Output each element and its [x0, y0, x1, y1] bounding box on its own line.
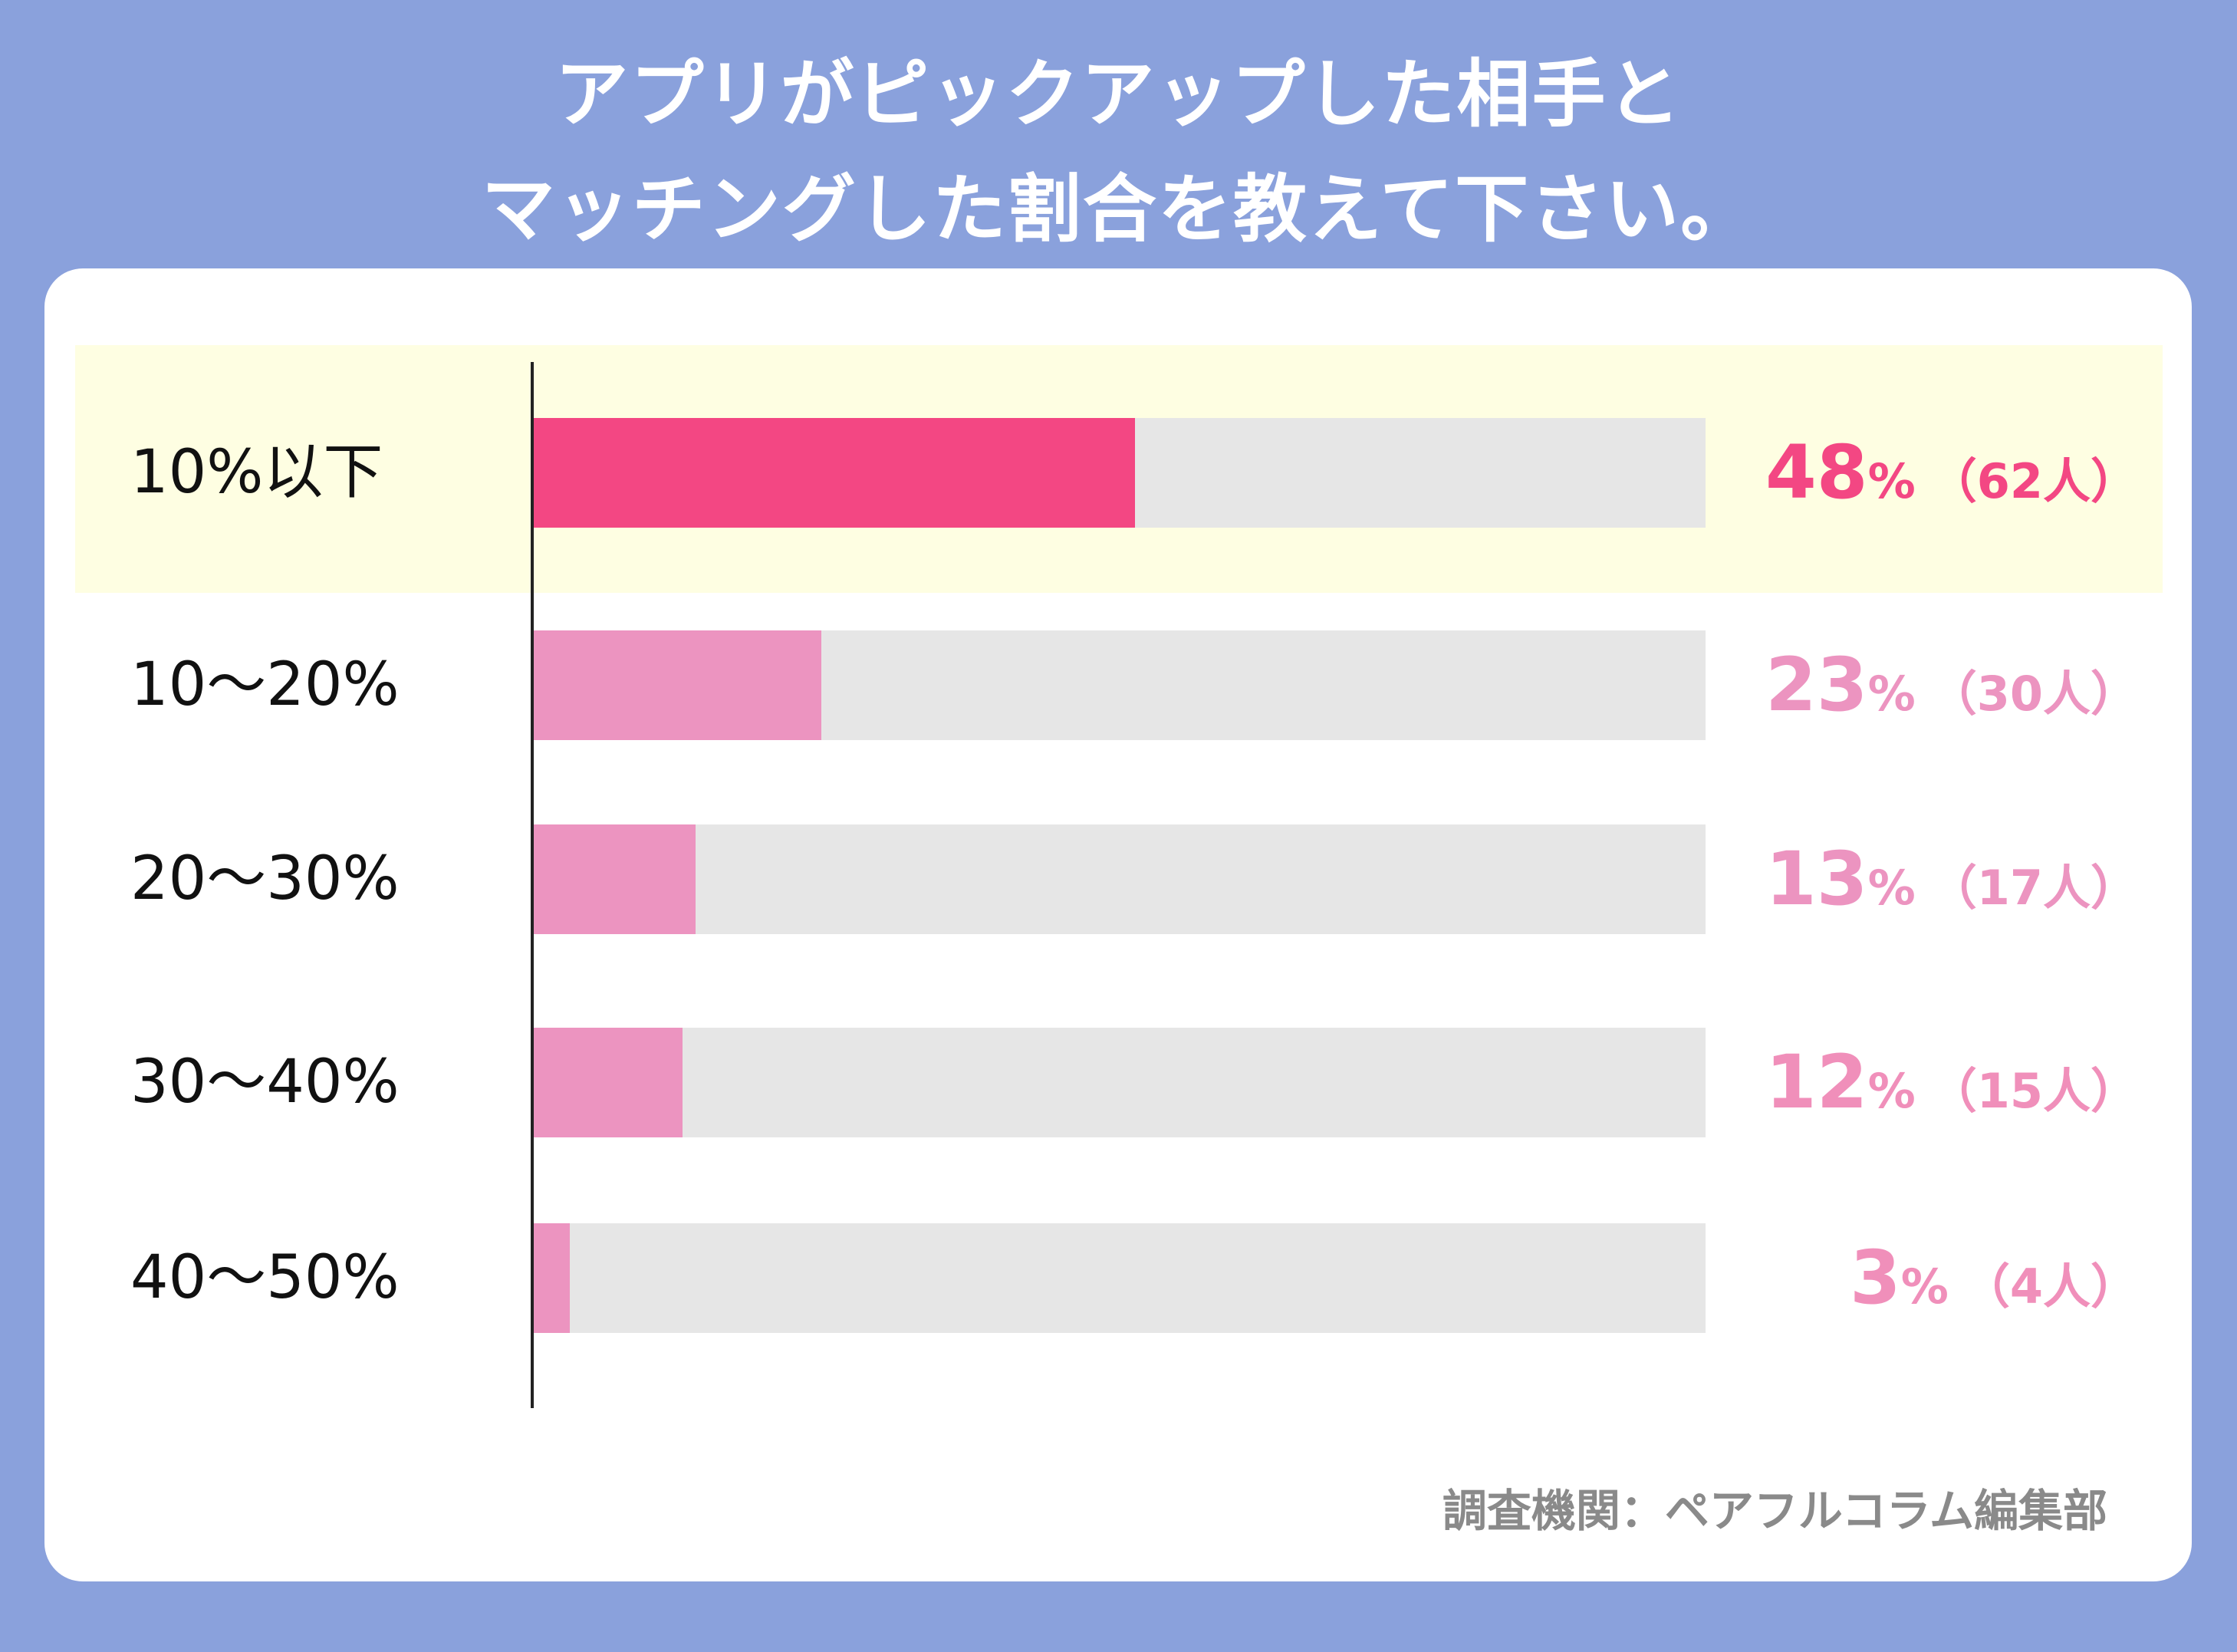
category-label: 10%以下	[130, 438, 383, 507]
respondent-count: （17人）	[1929, 860, 2138, 916]
category-label: 40〜50%	[130, 1243, 400, 1312]
category-label: 10〜20%	[130, 650, 400, 719]
title-line-2: マッチングした割合を教えて下さい。	[481, 166, 1756, 252]
percent-value: 13	[1765, 836, 1868, 922]
percent-value: 48	[1765, 429, 1868, 515]
category-label: 20〜30%	[130, 844, 400, 913]
bar-row: 20〜30% 13% （17人）	[44, 824, 2192, 934]
bar	[532, 418, 1135, 528]
percent-sign: %	[1867, 1063, 1916, 1119]
bar-row: 30〜40% 12% （15人）	[44, 1028, 2192, 1137]
respondent-count: （15人）	[1929, 1063, 2138, 1119]
percent-value: 12	[1765, 1039, 1868, 1125]
respondent-count: （62人）	[1929, 453, 2138, 509]
bar-track	[532, 630, 1706, 740]
bar-track	[532, 1028, 1706, 1137]
respondent-count: （30人）	[1929, 666, 2138, 722]
value-label: 23% （30人）	[1765, 630, 2138, 740]
bar-track	[532, 824, 1706, 934]
bar	[532, 630, 821, 740]
source-credit: 調査機関：ペアフルコラム編集部	[1442, 1485, 2107, 1537]
bar-row: 10〜20% 23% （30人）	[44, 630, 2192, 740]
bar-row: 10%以下 48% （62人）	[44, 418, 2192, 528]
bar-track	[532, 1223, 1706, 1333]
value-label: 48% （62人）	[1765, 418, 2138, 528]
percent-sign: %	[1867, 453, 1916, 509]
percent-sign: %	[1900, 1259, 1949, 1315]
percent-value: 23	[1765, 642, 1868, 728]
title-line-1: アプリがピックアップした相手と	[554, 51, 1683, 137]
bar	[532, 824, 696, 934]
value-label: 3% （4人）	[1850, 1223, 2138, 1333]
bar-row: 40〜50% 3% （4人）	[44, 1223, 2192, 1333]
chart-title: アプリがピックアップした相手と マッチングした割合を教えて下さい。	[0, 37, 2237, 267]
value-label: 13% （17人）	[1765, 824, 2138, 934]
chart-card: 10%以下 48% （62人） 10〜20% 23% （30人） 20〜30% 13% （17人…	[44, 268, 2192, 1581]
bar	[532, 1028, 683, 1137]
percent-value: 3	[1849, 1235, 1901, 1321]
y-axis-line	[531, 362, 534, 1408]
category-label: 30〜40%	[130, 1048, 400, 1117]
bar	[532, 1223, 570, 1333]
value-label: 12% （15人）	[1765, 1028, 2138, 1137]
percent-sign: %	[1867, 666, 1916, 722]
percent-sign: %	[1867, 860, 1916, 916]
bar-track	[532, 418, 1706, 528]
respondent-count: （4人）	[1962, 1259, 2138, 1315]
